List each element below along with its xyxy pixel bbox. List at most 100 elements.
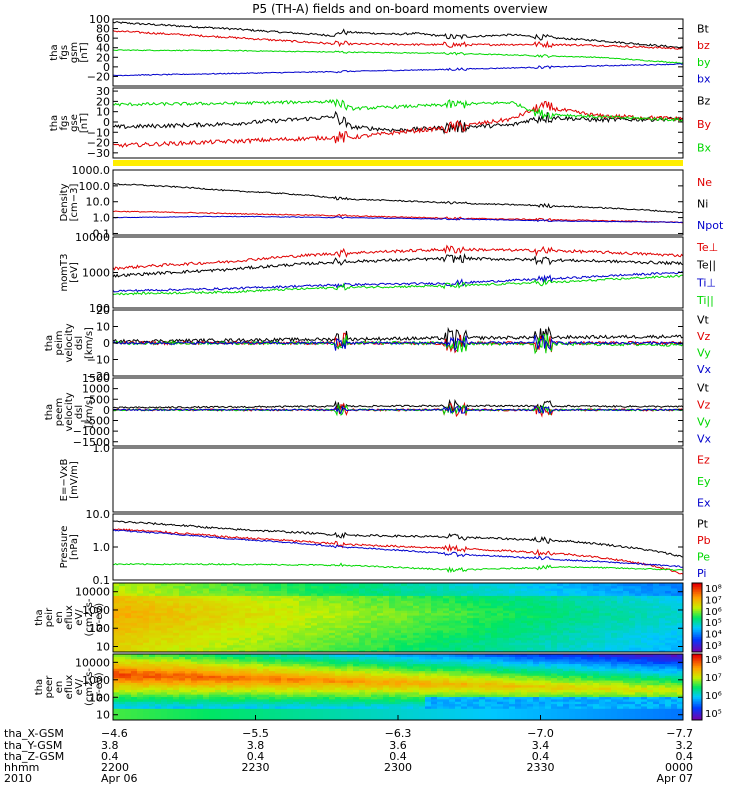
y-tick-label: 10.0	[86, 508, 111, 521]
data-gap-strip	[113, 160, 683, 166]
legend-entry: Pt	[697, 517, 709, 530]
series-line	[113, 563, 683, 571]
y-axis-label-line: [nPa]	[69, 534, 80, 560]
legend-entry: Vx	[697, 433, 712, 446]
y-axis-label-line: [mV/m]	[69, 461, 80, 499]
colorbar-tick-label: 10⁶	[705, 691, 722, 702]
y-axis-label: Density[cm−3]	[59, 183, 80, 221]
y-axis-label: Pressure[nPa]	[59, 526, 80, 569]
legend-entry: By	[697, 118, 712, 131]
y-tick-label: 1.0	[93, 541, 111, 554]
legend-entry: Vz	[697, 399, 711, 412]
legend-entry: Pi	[697, 567, 706, 580]
y-tick-label: 1500	[82, 372, 110, 385]
legend-entry: Ne	[697, 176, 712, 189]
y-tick-label: 0	[103, 337, 110, 350]
y-axis-label-line: [cm−3]	[69, 184, 80, 222]
x-tick-label: Apr 07	[656, 772, 693, 785]
y-tick-label: 1000.0	[72, 164, 111, 177]
colorbar-tick-label: 10⁸	[705, 584, 722, 595]
series-line	[113, 112, 683, 133]
series-line	[113, 50, 683, 64]
legend-entry: Vt	[697, 313, 710, 326]
x-row-label: 2010	[4, 772, 32, 785]
y-tick-label: 1.0	[93, 212, 111, 225]
y-axis-label-line: [nT]	[79, 113, 90, 133]
y-tick-label: 100.0	[79, 180, 111, 193]
series-line	[113, 22, 683, 49]
y-tick-label: 20	[96, 304, 110, 317]
y-tick-label: 10	[96, 641, 110, 654]
colorbar-tick-label: 10³	[705, 641, 722, 652]
y-axis-label-line: sr-eV)	[94, 603, 105, 632]
series-line	[113, 246, 683, 270]
series-line	[113, 255, 683, 277]
y-tick-label: 10000	[75, 656, 110, 669]
legend-entry: Ni	[697, 198, 708, 211]
y-axis-label-line: [eV]	[69, 262, 80, 283]
panel-density: NeNiNpot0.11.010.0100.01000.0Density[cm−…	[59, 164, 724, 240]
y-axis-label-line: sr-eV)	[94, 672, 105, 701]
y-axis-label-line: [km/s]	[84, 396, 95, 428]
legend-entry: Ey	[697, 475, 711, 488]
colorbar-tick-label: 10⁸	[705, 655, 722, 666]
figure-title: P5 (TH-A) fields and on-board moments ov…	[252, 2, 548, 16]
legend-entry: Vx	[697, 363, 712, 376]
x-tick-label: 2330	[527, 761, 555, 774]
legend-entry: Ex	[697, 496, 711, 509]
spectrogram	[113, 583, 684, 653]
colorbar-tick-label: 10⁵	[705, 709, 722, 720]
legend-entry: Bx	[697, 141, 712, 154]
legend-entry: Te⊥	[696, 241, 718, 254]
series-line	[113, 335, 683, 350]
legend-entry: Ti⊥	[696, 276, 716, 289]
legend-entry: by	[697, 56, 711, 69]
y-tick-label: 1.0	[93, 442, 111, 455]
colorbar-tick-label: 10⁷	[705, 673, 722, 684]
legend-entry: bx	[697, 73, 711, 86]
legend-entry: Vt	[697, 382, 710, 395]
legend-entry: Ti||	[696, 294, 714, 307]
y-axis-label-line: [nT]	[79, 42, 90, 62]
y-axis-label-line: [km/s]	[84, 327, 95, 359]
series-line	[113, 272, 683, 292]
series-line	[113, 406, 683, 413]
y-tick-label: 10.0	[86, 196, 111, 209]
y-tick-label: 10	[96, 709, 110, 722]
colorbar-tick-label: 10⁶	[705, 607, 722, 618]
series-line	[113, 184, 683, 213]
y-tick-label: 10000	[75, 586, 110, 599]
legend-entry: Vy	[697, 416, 711, 429]
legend-entry: Bt	[697, 22, 710, 35]
x-tick-label: 2300	[384, 761, 412, 774]
y-axis-label: E=−VxB[mV/m]	[59, 459, 80, 502]
colorbar-tick-label: 10⁷	[705, 595, 722, 606]
legend-entry: bz	[697, 39, 710, 52]
colorbar-tick-label: 10⁴	[705, 630, 722, 641]
series-line	[113, 64, 683, 76]
y-axis-label: momT3[eV]	[59, 253, 80, 291]
legend-entry: Pb	[697, 534, 711, 547]
legend-entry: Bz	[697, 95, 711, 108]
legend-entry: Te||	[696, 259, 716, 272]
y-tick-label: 30	[96, 85, 110, 98]
y-tick-label: 1000	[82, 267, 110, 280]
x-tick-label: Apr 06	[101, 772, 138, 785]
legend-entry: Pe	[697, 550, 710, 563]
